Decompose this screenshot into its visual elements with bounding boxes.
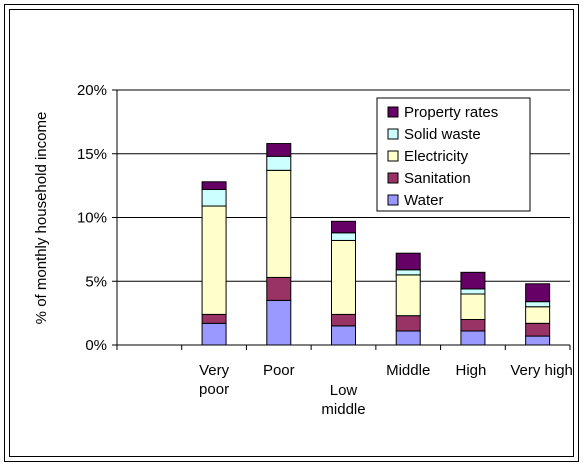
legend: Property rates Solid waste Electricity Sani… xyxy=(376,97,531,212)
x-category-label: Low middle xyxy=(321,382,365,418)
bar-segment-sanitation xyxy=(266,276,292,301)
y-tick-label: 20% xyxy=(77,82,107,99)
bar-segment-electricity xyxy=(525,306,551,324)
bar-segment-water xyxy=(525,335,551,346)
bar-segment-sanitation xyxy=(331,313,356,327)
legend-label: Water xyxy=(404,192,443,209)
legend-swatch xyxy=(387,150,399,162)
bar-segment-water xyxy=(460,330,486,346)
bar-segment-property-rates xyxy=(395,252,421,271)
bar-segment-electricity xyxy=(460,293,486,320)
bar-segment-property-rates xyxy=(266,143,292,157)
y-ticks: 0% 5% 10% 15% 20% xyxy=(77,82,117,354)
legend-swatch xyxy=(387,106,399,118)
bar-segment-property-rates xyxy=(331,220,356,234)
bars xyxy=(201,143,551,346)
x-category-labels: Very poor Poor Low middle Middle High Very high xyxy=(199,362,573,418)
y-tick-label: 5% xyxy=(85,273,107,290)
bar-segment-sanitation xyxy=(395,315,421,332)
bar-segment-water xyxy=(395,330,421,346)
bar-segment-property-rates xyxy=(201,181,227,190)
y-axis-label: % of monthly household income xyxy=(33,112,50,325)
legend-label: Electricity xyxy=(404,148,469,165)
legend-label: Sanitation xyxy=(404,170,471,187)
bar-segment-electricity xyxy=(331,239,356,315)
bar-segment-solid-waste xyxy=(201,188,227,207)
bar-segment-water xyxy=(266,299,292,346)
bar-segment-property-rates xyxy=(525,283,551,303)
bar-segment-electricity xyxy=(266,169,292,278)
bar-segment-water xyxy=(201,322,227,346)
legend-swatch xyxy=(387,172,399,184)
x-category-label: Very poor xyxy=(199,362,230,398)
bar-segment-water xyxy=(331,325,356,346)
y-tick-label: 10% xyxy=(77,210,107,227)
legend-box xyxy=(376,97,531,212)
x-category-label: Poor xyxy=(263,362,295,379)
bar-segment-property-rates xyxy=(460,271,486,290)
bar-segment-solid-waste xyxy=(460,288,486,295)
legend-swatch xyxy=(387,194,399,206)
bar-segment-solid-waste xyxy=(395,269,421,276)
chart-inner-frame xyxy=(9,9,574,457)
bar-segment-electricity xyxy=(201,205,227,315)
legend-label: Solid waste xyxy=(404,126,481,143)
bar-segment-sanitation xyxy=(460,319,486,332)
chart-outer-frame xyxy=(4,4,579,462)
y-tick-label: 0% xyxy=(85,337,107,354)
x-category-label: Middle xyxy=(386,362,430,379)
legend-swatch xyxy=(387,128,399,140)
bar-segment-sanitation xyxy=(525,322,551,337)
x-category-label: High xyxy=(455,362,486,379)
bar-segment-solid-waste xyxy=(331,232,356,241)
legend-label: Property rates xyxy=(404,104,498,121)
bar-segment-electricity xyxy=(395,274,421,317)
y-tick-label: 15% xyxy=(77,146,107,163)
bar-segment-sanitation xyxy=(201,313,227,324)
bar-segment-solid-waste xyxy=(525,301,551,308)
bar-segment-solid-waste xyxy=(266,155,292,171)
x-category-label: Very high xyxy=(510,362,573,379)
